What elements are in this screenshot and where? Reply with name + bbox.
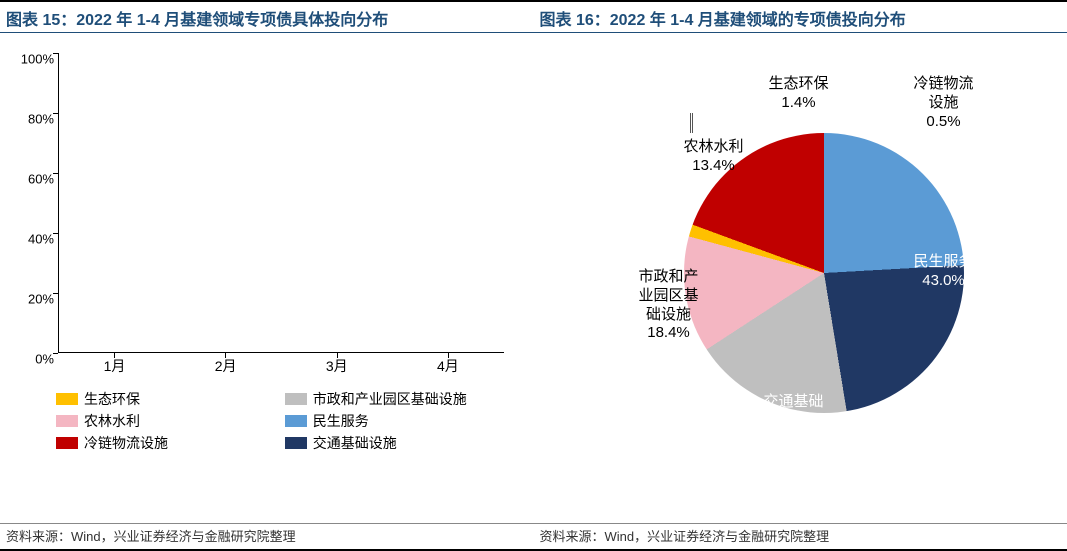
legend-label: 冷链物流设施 <box>84 433 168 453</box>
pie-label-minsheng: 民生服务43.0% <box>914 253 974 291</box>
pie-label-lenglian: 冷链物流设施0.5% <box>914 75 974 131</box>
x-axis-label: 3月 <box>306 356 368 376</box>
legend-label: 交通基础设施 <box>313 433 397 453</box>
left-chart-area: 1月 2月 3月 4月 0% 20% 40% 60% 80% 100% 生态环保 市政和产业园区基础… <box>0 33 534 523</box>
pie-label-nonglin: 农林水利13.4% <box>684 138 744 176</box>
pie-label-jiaotong: 交通基础设施23.3% <box>764 393 824 449</box>
figure-container: 图表 15：2022 年 1-4 月基建领域专项债具体投向分布 1月 2月 3月 4月… <box>0 0 1067 551</box>
y-axis-tick: 80% <box>10 112 58 127</box>
y-axis-tick: 100% <box>10 52 58 67</box>
right-source: 资料来源：Wind，兴业证券经济与金融研究院整理 <box>534 523 1067 549</box>
pie-chart: 民生服务43.0% 交通基础设施23.3% 市政和产业园区基础设施18.4% 农林水利… <box>544 43 1058 483</box>
legend-label: 民生服务 <box>313 411 369 431</box>
legend-swatch <box>285 415 307 427</box>
legend-swatch <box>285 393 307 405</box>
legend-item-shizheng: 市政和产业园区基础设施 <box>285 389 514 409</box>
pie-label-shengtai: 生态环保1.4% <box>769 75 829 113</box>
y-axis-tick: 40% <box>10 232 58 247</box>
x-axis-label: 4月 <box>417 356 479 376</box>
legend-item-jiaotong: 交通基础设施 <box>285 433 514 453</box>
legend-label: 生态环保 <box>84 389 140 409</box>
legend-label: 市政和产业园区基础设施 <box>313 389 467 409</box>
left-chart-title: 图表 15：2022 年 1-4 月基建领域专项债具体投向分布 <box>0 2 534 32</box>
right-chart-area: 民生服务43.0% 交通基础设施23.3% 市政和产业园区基础设施18.4% 农林水利… <box>534 33 1067 523</box>
legend-swatch <box>285 437 307 449</box>
stacked-bar-chart: 1月 2月 3月 4月 0% 20% 40% 60% 80% 100% <box>10 43 524 383</box>
x-axis-label: 1月 <box>83 356 145 376</box>
legend-swatch <box>56 415 78 427</box>
right-panel: 图表 16：2022 年 1-4 月基建领域的专项债投向分布 民生服务43.0%… <box>534 2 1067 549</box>
y-axis-tick: 20% <box>10 292 58 307</box>
left-source: 资料来源：Wind，兴业证券经济与金融研究院整理 <box>0 523 534 549</box>
legend-label: 农林水利 <box>84 411 140 431</box>
y-axis-tick: 60% <box>10 172 58 187</box>
left-panel: 图表 15：2022 年 1-4 月基建领域专项债具体投向分布 1月 2月 3月 4月… <box>0 2 534 549</box>
y-axis-tick: 0% <box>10 352 58 367</box>
right-chart-title: 图表 16：2022 年 1-4 月基建领域的专项债投向分布 <box>534 2 1067 32</box>
bar-legend: 生态环保 市政和产业园区基础设施农林水利 民生服务冷链物流设施 交通基础设施 <box>10 383 524 457</box>
legend-swatch <box>56 437 78 449</box>
legend-swatch <box>56 393 78 405</box>
legend-item-nonglin: 农林水利 <box>56 411 285 431</box>
legend-item-minsheng: 民生服务 <box>285 411 514 431</box>
x-axis-label: 2月 <box>195 356 257 376</box>
legend-item-shengtai: 生态环保 <box>56 389 285 409</box>
pie-label-shizheng: 市政和产业园区基础设施18.4% <box>639 268 699 343</box>
legend-item-lenglian: 冷链物流设施 <box>56 433 285 453</box>
